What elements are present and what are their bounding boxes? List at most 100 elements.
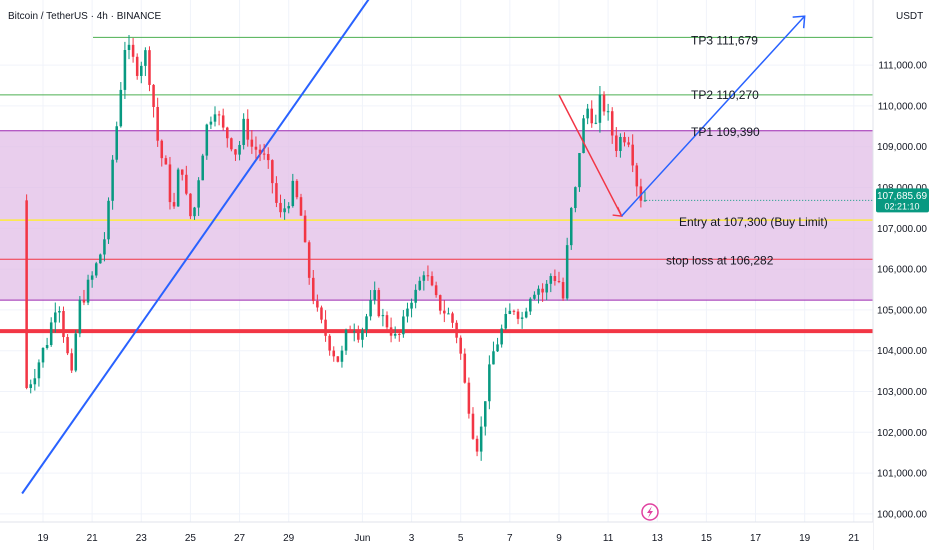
candle-body (250, 139, 254, 147)
candle-body (623, 136, 626, 143)
candle-body (230, 138, 233, 150)
candle-body (303, 215, 307, 243)
candle-body (107, 200, 110, 240)
candle-body (553, 276, 557, 282)
candle-body (213, 114, 217, 122)
candle-body (246, 118, 250, 140)
time-tick-label: 3 (409, 533, 415, 544)
projection-arrow-up[interactable] (621, 15, 806, 217)
candle-body (25, 200, 28, 388)
time-tick-label: 17 (750, 533, 762, 544)
candle-body (37, 362, 41, 379)
time-tick-label: 27 (234, 533, 246, 544)
candle-body (271, 160, 274, 184)
arrow-head-up (792, 15, 806, 29)
candle-body (496, 344, 499, 352)
candle-body (541, 288, 544, 293)
trend-line[interactable] (21, 0, 465, 495)
time-tick-label: 5 (458, 533, 464, 544)
candle-body (557, 281, 561, 283)
projection-arrows[interactable] (558, 15, 806, 217)
candle-body (340, 350, 344, 362)
candle-body (377, 290, 381, 317)
time-tick-label: 13 (652, 533, 664, 544)
candle-body (164, 158, 168, 165)
candle-body (320, 307, 323, 320)
horizontal-levels (0, 36, 873, 334)
candle-body (111, 159, 114, 201)
candle-body (631, 144, 634, 166)
projection-arrow-down[interactable] (558, 94, 623, 217)
candle-body (217, 114, 221, 116)
level-label-tp3: TP3 111,679 (691, 33, 758, 47)
candle-body (410, 302, 413, 309)
time-tick-label: 29 (283, 533, 295, 544)
candle-body (123, 50, 127, 90)
candle-body (443, 310, 446, 314)
price-axis[interactable] (873, 0, 932, 550)
candle-body (598, 94, 602, 123)
candle-body (426, 275, 430, 277)
candle-body (373, 290, 376, 301)
candle-body (99, 254, 102, 264)
candle-body (508, 310, 512, 314)
candle-body (279, 202, 282, 213)
level-label-tp2: TP2 110,270 (691, 88, 759, 102)
candle-body (594, 122, 598, 124)
candle-body (578, 153, 581, 188)
trend-line-segment[interactable] (21, 0, 465, 495)
bar-countdown-label: 02:21:10 (884, 201, 919, 211)
candle-body (70, 353, 73, 371)
time-ticks: 19 21 23 25 27 29 Jun 3 5 7 9 11 13 15 17 19 21 (37, 533, 859, 544)
candle-body (58, 311, 61, 313)
candle-body (66, 337, 69, 354)
candle-body (438, 295, 442, 311)
candle-body (160, 140, 164, 159)
candle-body (185, 174, 188, 194)
time-tick-label: 25 (185, 533, 197, 544)
candle-body (385, 315, 389, 328)
candle-body (434, 285, 438, 296)
price-tick-label: 101,000.00 (877, 469, 927, 480)
candle-body (332, 350, 336, 357)
candle-body (238, 144, 241, 155)
candle-body (455, 322, 458, 338)
candle-body (205, 124, 209, 156)
candles (25, 35, 647, 461)
candle-body (197, 180, 200, 208)
candle-body (574, 187, 577, 209)
zone-fill (0, 130, 873, 301)
time-tick-label: 23 (136, 533, 148, 544)
chart-title: Bitcoin / TetherUS · 4h · BINANCE (8, 11, 162, 22)
candle-body (352, 331, 356, 333)
candle-body (156, 106, 159, 141)
candle-body (201, 155, 204, 181)
price-tick-label: 100,000.00 (877, 509, 927, 520)
candle-body (209, 121, 213, 125)
price-tick-label: 104,000.00 (877, 346, 927, 357)
candle-body (565, 245, 569, 299)
currency-label[interactable]: USDT (896, 11, 923, 22)
candle-body (41, 347, 45, 363)
candle-body (189, 193, 192, 217)
candle-body (406, 308, 409, 317)
candle-body (545, 283, 548, 293)
candle-body (254, 146, 258, 150)
time-tick-label: 11 (603, 533, 614, 544)
candle-body (529, 298, 532, 312)
lightning-icon[interactable] (641, 503, 659, 521)
candle-body (62, 311, 65, 338)
target-zone (0, 130, 873, 301)
candle-body (242, 118, 245, 145)
time-axis[interactable] (0, 522, 873, 550)
time-tick-label: 9 (556, 533, 562, 544)
candle-body (365, 316, 368, 331)
candle-body (94, 263, 98, 276)
candle-body (475, 438, 479, 452)
candle-body (283, 208, 286, 213)
candle-body (324, 319, 327, 336)
candle-body (610, 111, 614, 136)
candle-body (389, 327, 393, 336)
